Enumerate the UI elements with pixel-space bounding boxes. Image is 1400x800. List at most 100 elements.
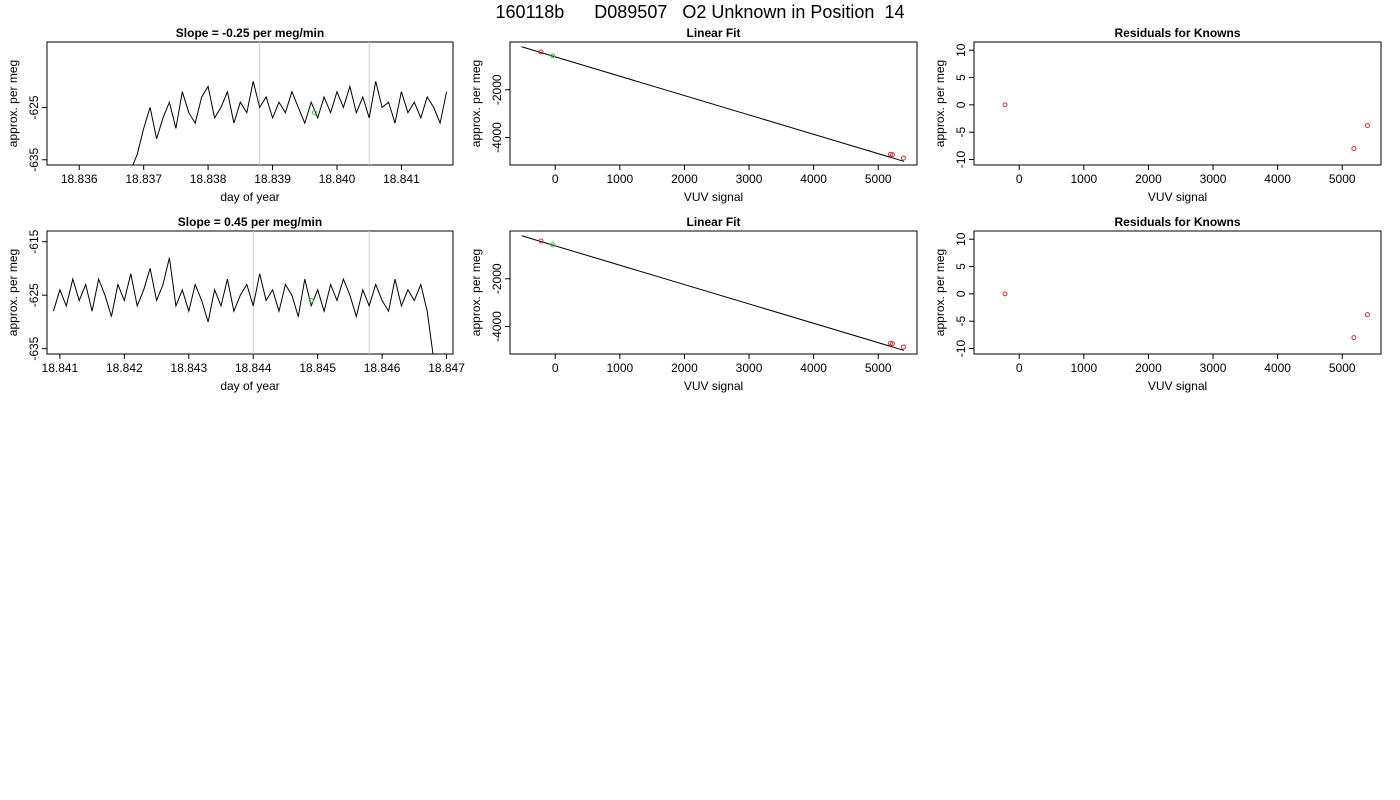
x-tick-label: 4000: [1264, 172, 1291, 186]
x-tick-label: 1000: [606, 361, 633, 375]
x-tick-label: 2000: [1135, 172, 1162, 186]
series-line: [132, 81, 448, 165]
x-tick-label: 18.836: [61, 172, 98, 186]
panel-title: Slope = 0.45 per meg/min: [178, 215, 322, 229]
x-tick-label: 3000: [736, 172, 763, 186]
x-tick-label: 18.840: [319, 172, 356, 186]
x-tick-label: 18.841: [383, 172, 420, 186]
unknown-point: [550, 242, 556, 248]
unknown-point: [550, 53, 556, 59]
y-tick-label: -4000: [490, 311, 504, 342]
plot-area: [521, 235, 906, 351]
y-tick-label: 0: [954, 290, 968, 297]
x-tick-label: 18.846: [364, 361, 401, 375]
x-tick-label: 18.841: [42, 361, 79, 375]
plot-area: [132, 42, 448, 165]
known-point: [889, 341, 895, 347]
y-tick-label: -4000: [490, 122, 504, 153]
y-tick-label: 0: [954, 101, 968, 108]
x-tick-label: 1000: [1070, 172, 1097, 186]
known-point: [889, 152, 895, 158]
panel-p4: Slope = 0.45 per meg/min 18.841 18.842 18.8…: [6, 215, 465, 393]
plot-frame: [509, 230, 918, 355]
x-tick-label: 18.844: [235, 361, 272, 375]
unknown-point: [311, 110, 317, 116]
panel-p2: Linear Fit 0 1000 2000 3000 4000 5000 -4000 -200…: [469, 26, 918, 204]
fit-line: [521, 235, 905, 351]
panel-p1: Slope = -0.25 per meg/min 18.836 18.837 18.…: [6, 26, 454, 204]
x-tick-label: 18.839: [254, 172, 291, 186]
y-tick-label: -10: [954, 340, 968, 358]
x-axis-label: day of year: [220, 379, 279, 393]
panel-title: Linear Fit: [686, 215, 740, 229]
x-tick-label: 4000: [800, 361, 827, 375]
known-point: [1002, 291, 1008, 297]
plot-frame: [509, 41, 918, 166]
x-tick-label: 2000: [671, 361, 698, 375]
x-tick-label: 18.838: [190, 172, 227, 186]
x-axis-label: day of year: [220, 190, 279, 204]
x-tick-label: 3000: [1200, 361, 1227, 375]
x-tick-label: 0: [1016, 361, 1023, 375]
y-tick-label: -2000: [490, 74, 504, 105]
y-tick-label: -635: [27, 336, 41, 360]
y-tick-label: -10: [954, 151, 968, 169]
x-axis-label: VUV signal: [1148, 379, 1207, 393]
x-axis-label: VUV signal: [1148, 190, 1207, 204]
x-tick-label: 18.847: [428, 361, 465, 375]
y-tick-label: -2000: [490, 263, 504, 294]
y-tick-label: -625: [27, 283, 41, 307]
fit-line: [521, 46, 905, 162]
plot-area: [521, 46, 906, 162]
plot-frame: [46, 41, 454, 166]
x-axis-label: VUV signal: [684, 379, 743, 393]
y-axis-label: approx. per meg: [469, 60, 483, 147]
panel-title: Residuals for Knowns: [1114, 26, 1240, 40]
x-tick-label: 5000: [1329, 361, 1356, 375]
y-tick-label: -635: [27, 147, 41, 171]
x-tick-label: 2000: [671, 172, 698, 186]
x-tick-label: 3000: [736, 361, 763, 375]
y-axis-label: approx. per meg: [469, 249, 483, 336]
y-tick-label: 5: [954, 74, 968, 81]
x-tick-label: 1000: [606, 172, 633, 186]
panel-p3: Residuals for Knowns 0 1000 2000 3000 4000 500…: [933, 26, 1382, 204]
x-tick-label: 4000: [1264, 361, 1291, 375]
y-tick-label: 10: [954, 232, 968, 246]
known-point: [1351, 335, 1357, 341]
known-point: [1364, 123, 1370, 129]
known-point: [1364, 312, 1370, 318]
panel-title: Linear Fit: [686, 26, 740, 40]
y-tick-label: -625: [27, 95, 41, 119]
plot-frame: [46, 230, 454, 355]
x-axis-label: VUV signal: [684, 190, 743, 204]
x-tick-label: 5000: [865, 361, 892, 375]
y-tick-label: -5: [954, 127, 968, 138]
panel-title: Slope = -0.25 per meg/min: [176, 26, 324, 40]
x-tick-label: 18.845: [299, 361, 336, 375]
y-axis-label: approx. per meg: [933, 249, 947, 336]
y-tick-label: 5: [954, 263, 968, 270]
y-tick-label: 10: [954, 43, 968, 57]
x-tick-label: 0: [552, 172, 559, 186]
y-axis-label: approx. per meg: [6, 249, 20, 336]
y-axis-label: approx. per meg: [6, 60, 20, 147]
unknown-point: [308, 298, 314, 304]
x-tick-label: 18.842: [106, 361, 143, 375]
known-point: [900, 155, 906, 161]
x-tick-label: 3000: [1200, 172, 1227, 186]
known-point: [538, 238, 544, 244]
y-tick-label: -615: [27, 229, 41, 253]
x-tick-label: 18.837: [125, 172, 162, 186]
x-tick-label: 0: [1016, 172, 1023, 186]
x-tick-label: 2000: [1135, 361, 1162, 375]
x-tick-label: 5000: [1329, 172, 1356, 186]
figure-title: 160118b D089507 O2 Unknown in Position 1…: [495, 2, 905, 22]
plot-area: [1002, 291, 1370, 341]
x-tick-label: 4000: [800, 172, 827, 186]
x-tick-label: 0: [552, 361, 559, 375]
panel-title: Residuals for Knowns: [1114, 215, 1240, 229]
plot-frame: [973, 41, 1382, 166]
known-point: [538, 49, 544, 55]
